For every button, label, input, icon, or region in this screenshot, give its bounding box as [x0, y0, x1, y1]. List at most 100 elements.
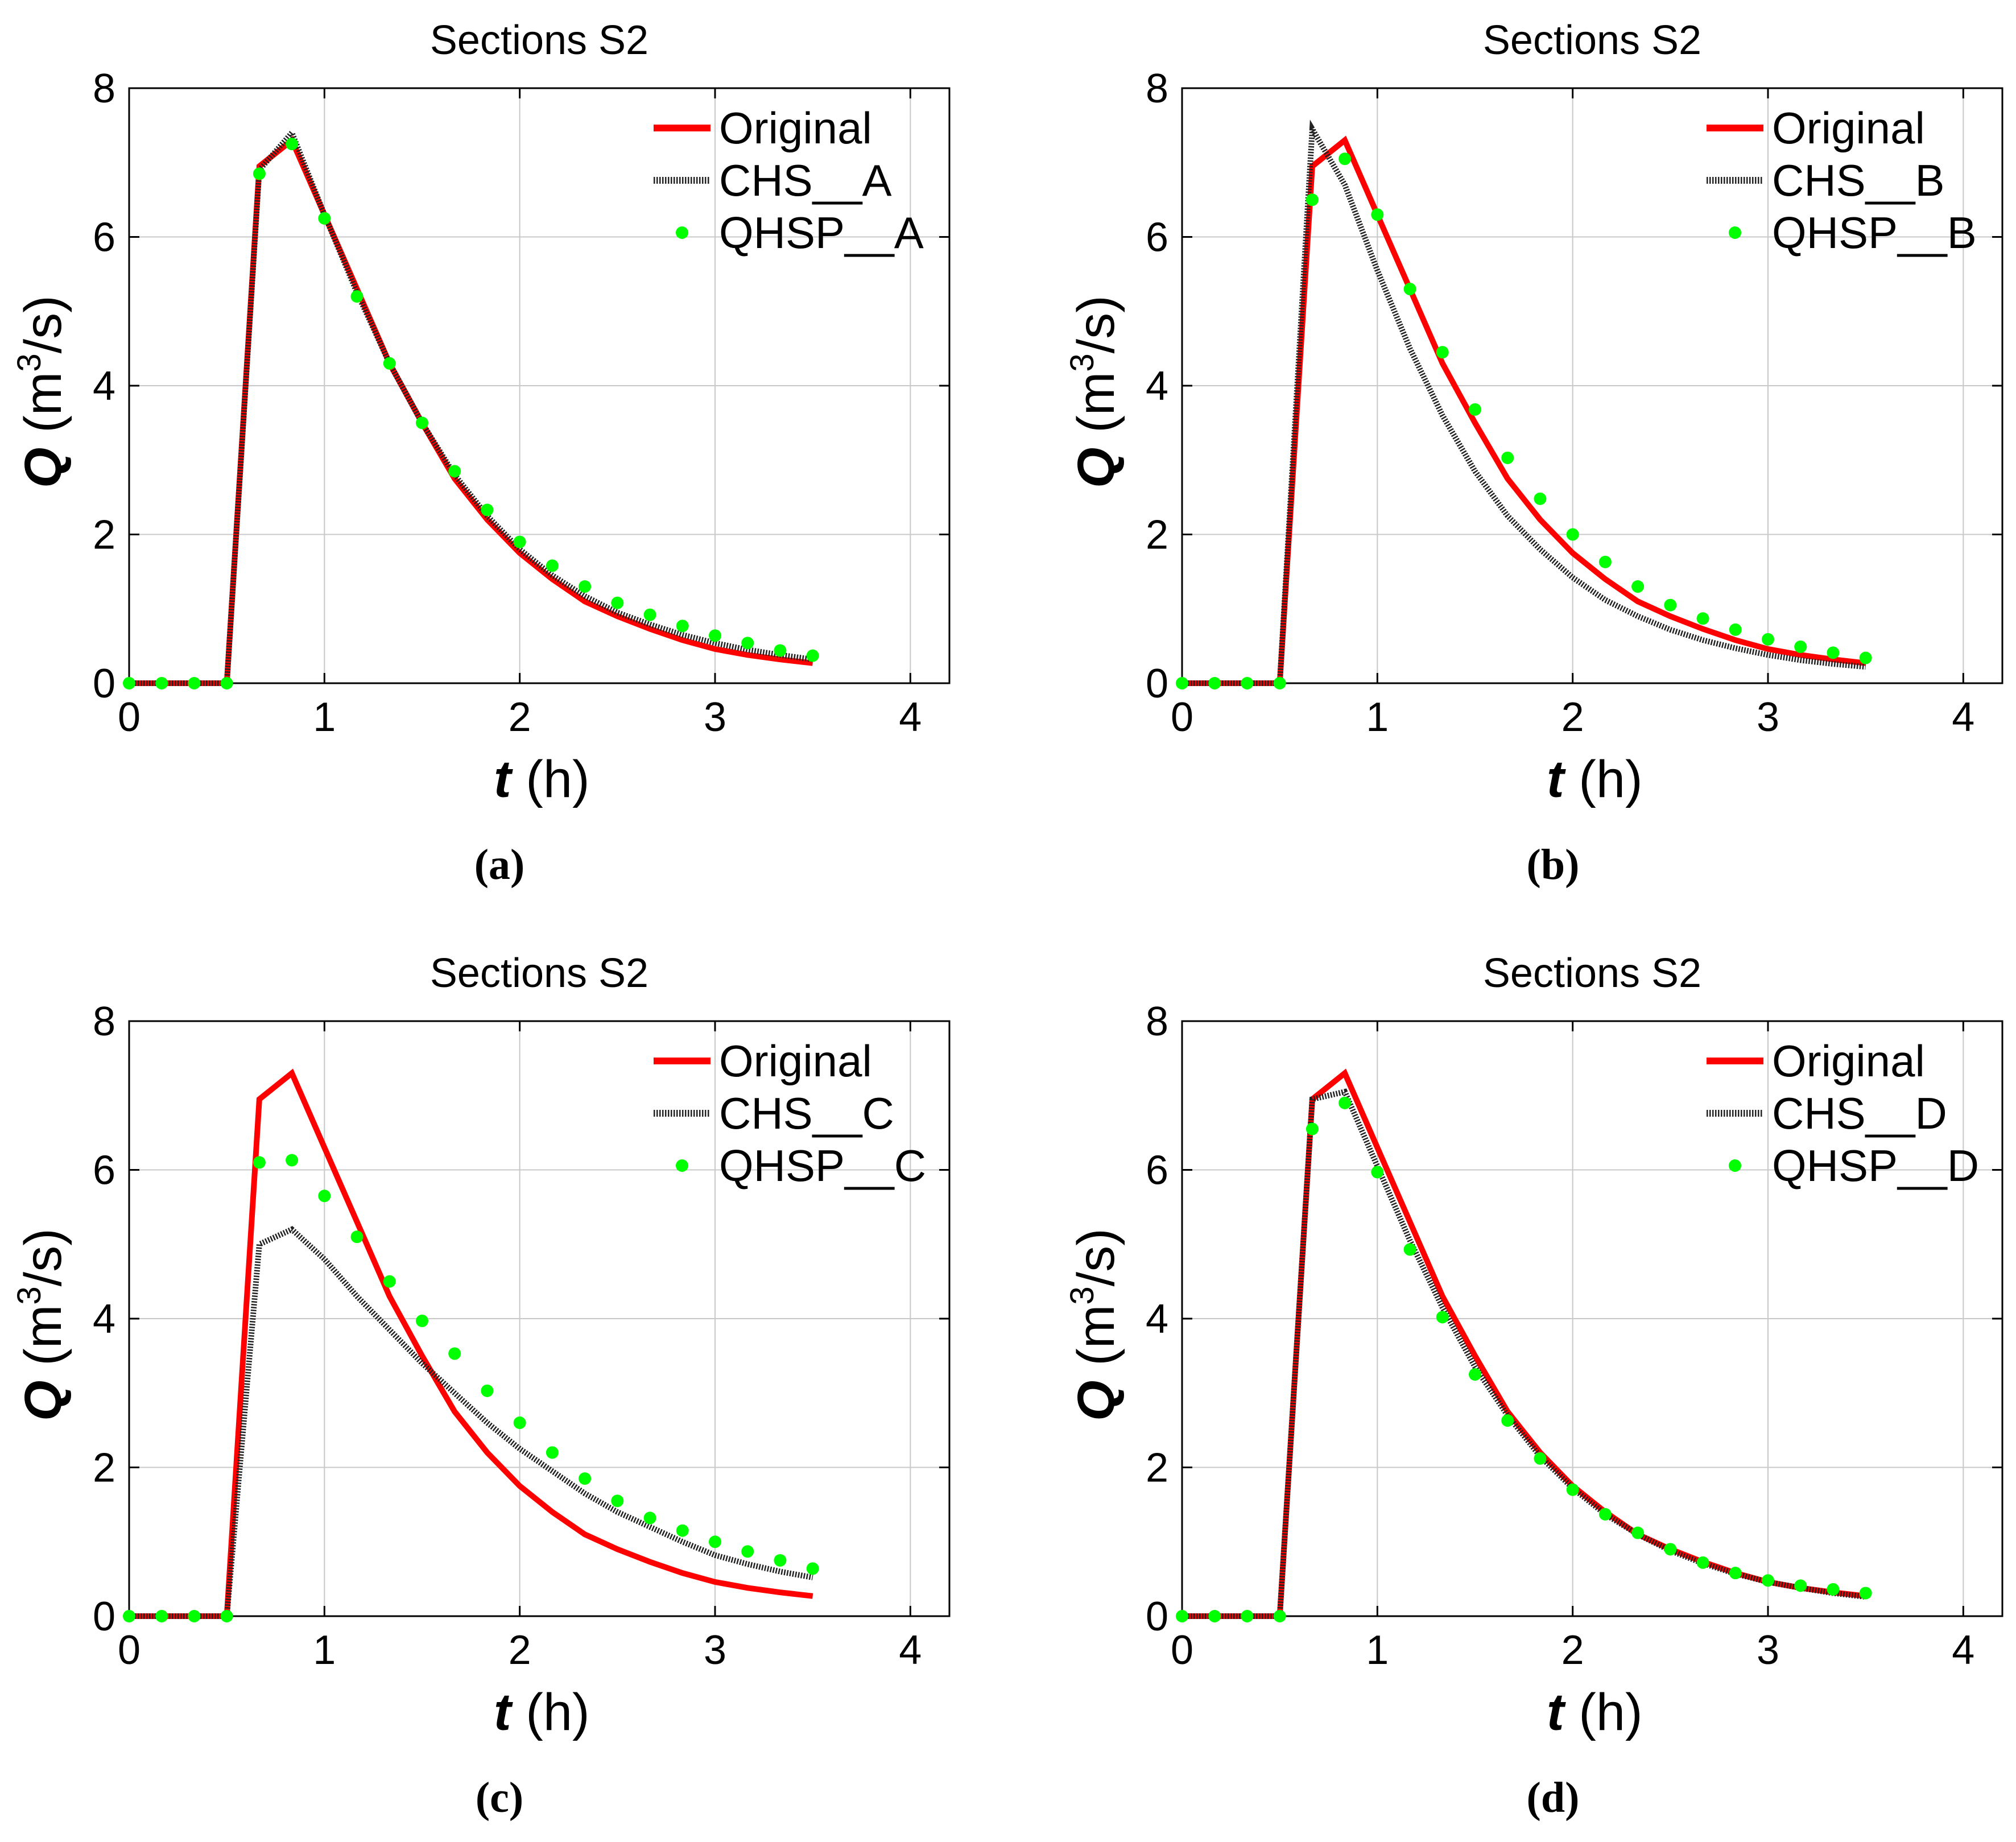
series-point-qhsp-a: [123, 677, 135, 689]
series-point-qhsp-d: [1241, 1610, 1254, 1622]
series-point-qhsp-b: [1534, 492, 1547, 505]
y-tick-label: 4: [1146, 1296, 1168, 1342]
series-point-qhsp-a: [383, 357, 396, 370]
x-axis-variable: t: [1547, 1683, 1566, 1741]
y-axis-unit-tail: /s): [14, 1228, 72, 1286]
y-axis-label: Q (m3/s): [11, 295, 72, 488]
y-tick-label: 4: [93, 1296, 115, 1342]
series-point-qhsp-b: [1436, 346, 1449, 359]
y-tick-label: 8: [1146, 66, 1168, 111]
series-point-qhsp-b: [1501, 451, 1514, 464]
series-point-qhsp-c: [806, 1562, 819, 1575]
x-tick-label: 1: [1366, 1628, 1389, 1673]
y-axis-unit: (m: [14, 372, 72, 448]
legend-swatch-qhsp: [1729, 1159, 1741, 1172]
series-point-qhsp-c: [188, 1610, 201, 1622]
y-axis-variable: Q: [1067, 447, 1125, 488]
x-axis-unit: (h): [511, 1683, 590, 1741]
caption-text: (c): [476, 1774, 523, 1822]
series-point-qhsp-c: [253, 1156, 266, 1169]
x-tick-label: 0: [1171, 1628, 1193, 1673]
series-point-qhsp-d: [1859, 1587, 1872, 1600]
y-axis-exponent: 3: [1064, 353, 1101, 371]
series-point-qhsp-b: [1794, 640, 1807, 653]
y-tick-label: 2: [93, 1445, 115, 1491]
x-axis-variable: t: [494, 750, 513, 808]
series-point-qhsp-d: [1566, 1483, 1579, 1496]
chart-title: Sections S2: [1483, 951, 1701, 996]
legend-swatch-qhsp: [1729, 226, 1741, 239]
x-axis-label: t (h): [494, 750, 590, 808]
series-point-qhsp-a: [220, 677, 233, 689]
y-axis-unit-tail: /s): [14, 295, 72, 353]
series-line-chs-c: [129, 1226, 813, 1619]
y-tick-label: 6: [1146, 215, 1168, 261]
series-point-qhsp-a: [155, 677, 168, 689]
x-tick-label: 2: [1561, 695, 1584, 740]
series-point-qhsp-b: [1273, 677, 1286, 689]
panel-caption: (a): [474, 841, 525, 889]
chart-title: Sections S2: [1483, 18, 1701, 63]
y-axis-exponent: 3: [11, 353, 48, 371]
x-tick-label: 2: [509, 695, 531, 740]
y-axis-label: Q (m3/s): [1064, 295, 1125, 488]
series-point-qhsp-d: [1176, 1610, 1188, 1622]
series-point-qhsp-c: [123, 1610, 135, 1622]
series-point-qhsp-a: [188, 677, 201, 689]
series-line-chs-d: [1182, 1088, 1866, 1619]
series-point-qhsp-c: [579, 1472, 592, 1485]
series-point-qhsp-a: [448, 465, 461, 478]
series-point-qhsp-c: [318, 1190, 331, 1203]
series-point-qhsp-d: [1403, 1243, 1416, 1256]
x-tick-label: 1: [313, 1628, 336, 1673]
caption-text: (b): [1527, 841, 1580, 889]
series-point-qhsp-c: [286, 1154, 299, 1167]
series-point-qhsp-a: [286, 138, 299, 151]
y-axis-unit: (m: [1067, 1305, 1125, 1381]
y-tick-label: 6: [93, 215, 115, 261]
series-point-qhsp-d: [1664, 1543, 1677, 1556]
y-axis-variable: Q: [14, 1380, 72, 1421]
x-axis-label: t (h): [1547, 1683, 1643, 1741]
series-point-qhsp-b: [1729, 623, 1742, 636]
series-point-qhsp-c: [643, 1511, 656, 1525]
y-tick-label: 0: [93, 661, 115, 707]
series-point-qhsp-a: [611, 596, 624, 609]
series-point-qhsp-b: [1696, 612, 1709, 625]
series-point-qhsp-d: [1371, 1166, 1384, 1179]
series-point-qhsp-b: [1469, 403, 1481, 416]
series-point-qhsp-c: [448, 1347, 461, 1360]
x-tick-label: 4: [1952, 1628, 1974, 1673]
x-axis-variable: t: [494, 1683, 513, 1741]
y-axis-label: Q (m3/s): [11, 1228, 72, 1421]
series-point-qhsp-b: [1598, 555, 1612, 568]
y-axis-variable: Q: [14, 447, 72, 488]
series-point-qhsp-d: [1339, 1096, 1352, 1109]
x-axis-unit: (h): [511, 750, 590, 808]
series-point-qhsp-c: [383, 1275, 396, 1288]
series-point-qhsp-d: [1794, 1579, 1807, 1592]
legend-label: CHS__D: [1772, 1088, 1947, 1138]
y-tick-label: 2: [1146, 513, 1168, 558]
y-tick-label: 0: [93, 1594, 115, 1639]
panel-caption: (c): [476, 1774, 523, 1822]
legend-label: Original: [719, 103, 872, 153]
series-point-qhsp-d: [1469, 1368, 1481, 1381]
panel-caption: (b): [1527, 841, 1580, 889]
series-point-qhsp-d: [1762, 1574, 1774, 1587]
series-point-qhsp-b: [1827, 646, 1840, 659]
series-point-qhsp-b: [1403, 283, 1416, 296]
panel-caption: (d): [1527, 1774, 1580, 1822]
series-point-qhsp-d: [1208, 1610, 1221, 1622]
series-point-qhsp-c: [611, 1494, 624, 1508]
legend-label: CHS__C: [719, 1088, 894, 1138]
y-tick-label: 8: [1146, 999, 1168, 1044]
legend-label: QHSP__C: [719, 1141, 926, 1191]
series-point-qhsp-b: [1631, 580, 1645, 593]
series-point-qhsp-d: [1306, 1122, 1319, 1135]
legend-label: Original: [719, 1036, 872, 1086]
x-tick-label: 4: [899, 695, 922, 740]
y-tick-label: 0: [1146, 1594, 1168, 1639]
